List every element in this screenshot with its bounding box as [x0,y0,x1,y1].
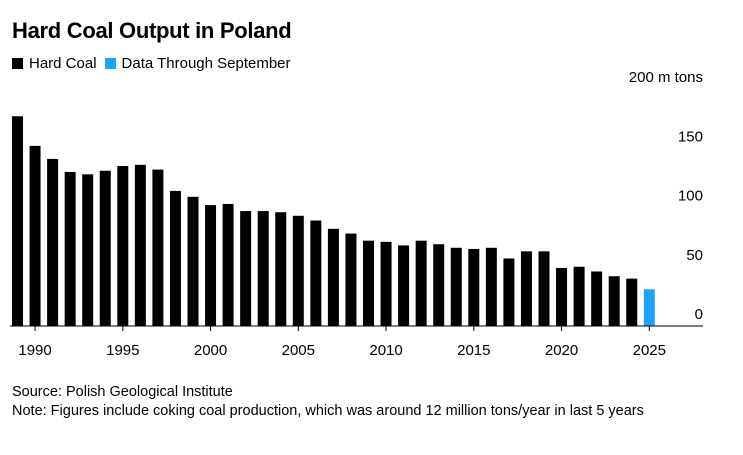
x-tick-label: 2020 [545,342,578,359]
y-tick-label: 100 [678,188,703,205]
bar-hard-coal [345,233,357,326]
bar-hard-coal [222,203,234,326]
x-tick-label: 1990 [18,342,51,359]
bar-hard-coal [47,158,59,326]
bar-hard-coal [433,244,445,326]
bar-hard-coal [520,251,532,326]
bar-hard-coal [398,245,410,326]
bar-hard-coal [187,196,199,326]
bar-hard-coal [380,241,392,326]
bar-hard-coal [415,240,427,326]
x-tick-label: 2025 [633,342,666,359]
bar-hard-coal [169,190,181,326]
x-tick-label: 1995 [106,342,139,359]
bar-hard-coal [468,248,480,326]
bar-hard-coal [608,276,620,326]
y-tick-label: 150 [678,128,703,145]
x-tick-label: 2000 [194,342,227,359]
source-note: Source: Polish Geological Institute [12,384,233,400]
x-tick-label: 2010 [369,342,402,359]
legend-item-hard-coal: Hard Coal [12,55,97,72]
bar-hard-coal [134,164,146,326]
chart-footer: Source: Polish Geological Institute Note… [12,383,712,421]
legend-swatch-data-through-september [104,58,116,69]
bar-hard-coal [240,211,252,326]
chart-title: Hard Coal Output in Poland [12,18,292,43]
bar-hard-coal [626,278,638,326]
bar-hard-coal [363,240,374,326]
footnote: Note: Figures include coking coal produc… [12,403,644,419]
bar-data-through-september [643,289,655,326]
bar-hard-coal [591,271,603,326]
x-tick-label: 2015 [457,342,490,359]
bar-hard-coal [29,145,41,326]
bar-hard-coal [450,247,462,326]
legend-label-hard-coal: Hard Coal [29,55,97,72]
bar-hard-coal [538,251,550,326]
bar-hard-coal [117,166,129,326]
x-tick-label: 2005 [282,342,315,359]
bar-hard-coal [327,228,339,326]
y-tick-label: 0 [695,306,703,323]
y-tick-label: 200 m tons [629,69,703,86]
y-tick-label: 50 [686,247,703,264]
bar-hard-coal [12,116,23,326]
bar-hard-coal [275,212,287,326]
bar-hard-coal [573,266,585,326]
bar-hard-coal [310,220,322,326]
bar-hard-coal [503,258,515,326]
bar-hard-coal [205,205,217,326]
bar-hard-coal [556,267,568,326]
bar-hard-coal [82,174,94,326]
legend: Hard Coal Data Through September [12,55,299,72]
bar-hard-coal [64,171,76,326]
legend-swatch-hard-coal [12,58,23,69]
bar-hard-coal [257,211,269,326]
bar-hard-coal [292,215,304,326]
bar-hard-coal [99,170,111,326]
bar-hard-coal [152,169,164,326]
bar-hard-coal [485,247,497,326]
legend-item-data-through-september: Data Through September [104,55,291,72]
legend-label-data-through-september: Data Through September [121,55,291,72]
